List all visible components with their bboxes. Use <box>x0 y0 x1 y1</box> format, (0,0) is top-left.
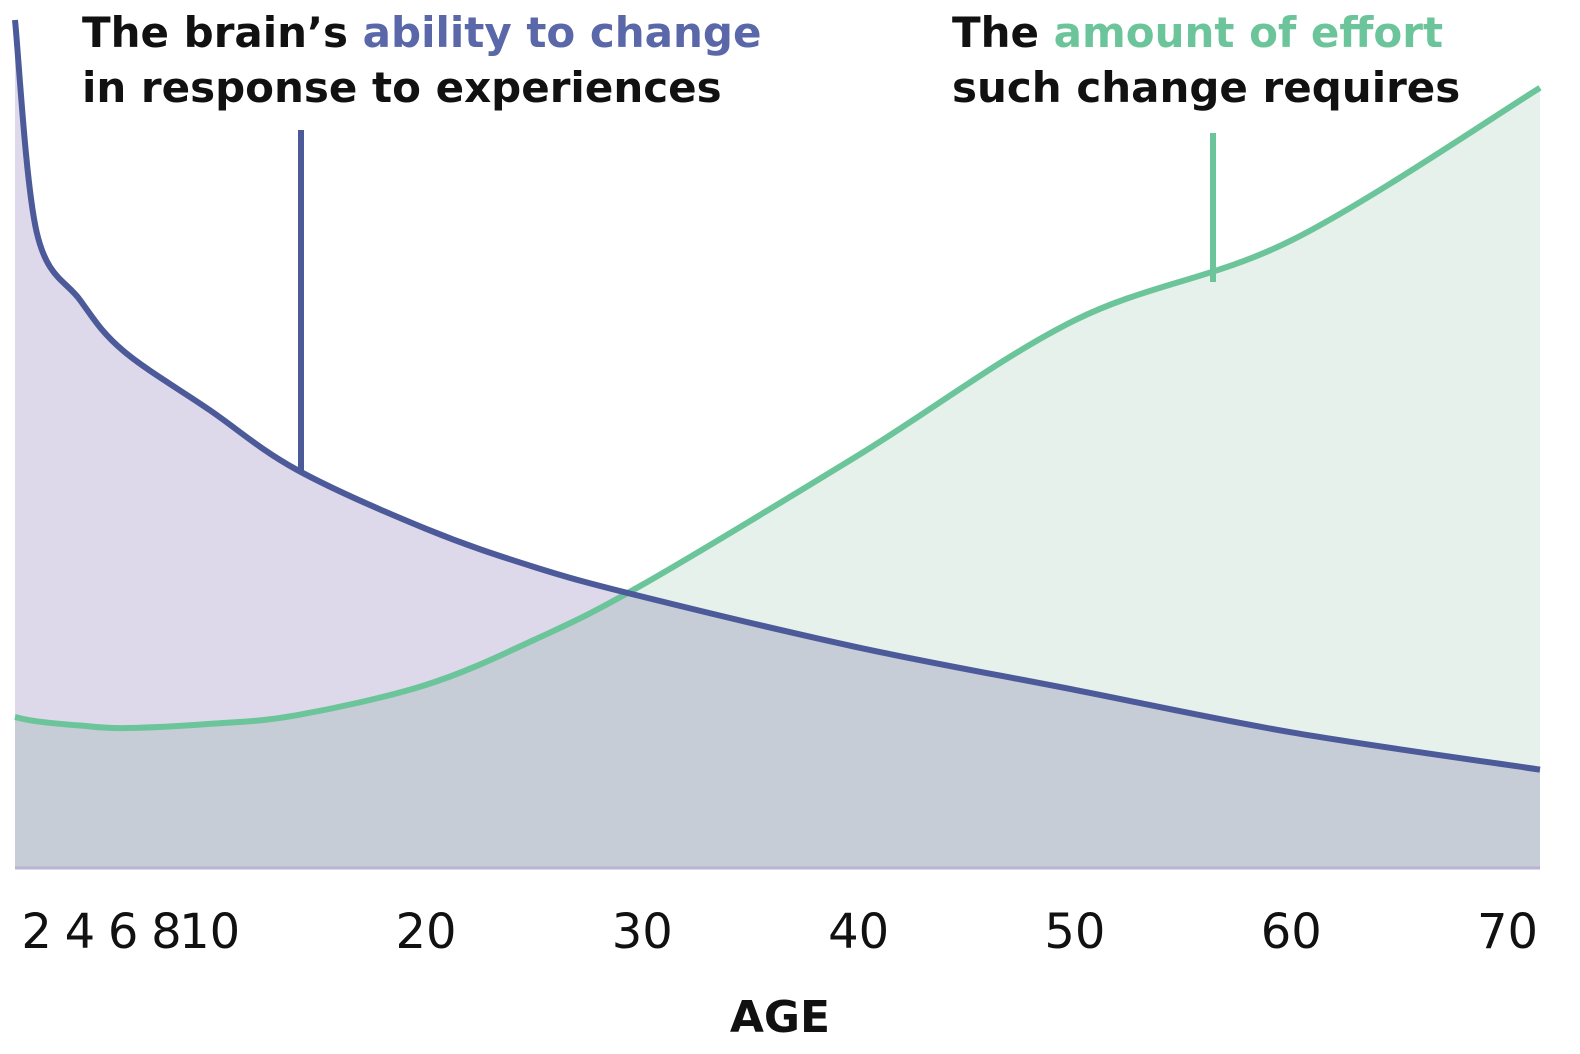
x-tick-label: 60 <box>1261 904 1322 960</box>
annotation-part: ability to change <box>363 8 762 57</box>
annotation: in response to experiences <box>82 63 722 112</box>
x-tick-label: 2 <box>21 904 52 960</box>
line <box>14 85 1542 732</box>
annotation: The brain’s ability to change <box>82 8 761 57</box>
x-tick-label: 8 <box>151 904 182 960</box>
x-tick-label: 20 <box>395 904 456 960</box>
x-axis-label: AGE <box>730 992 830 1043</box>
x-tick-label: 4 <box>65 904 96 960</box>
x-tick-label: 40 <box>828 904 889 960</box>
annotation: The amount of effort <box>952 8 1443 57</box>
annotation-part: amount of effort <box>1054 8 1443 57</box>
area-fill <box>15 20 1540 868</box>
area-fill <box>15 87 1540 869</box>
x-tick-label: 10 <box>179 904 240 960</box>
x-tick-label: 70 <box>1477 904 1538 960</box>
x-tick-label: 6 <box>108 904 139 960</box>
annotation-part: in response to experiences <box>82 63 722 112</box>
annotation-part: such change requires <box>952 63 1460 112</box>
annotation-part: The <box>952 8 1054 57</box>
x-tick-label: 30 <box>612 904 673 960</box>
line <box>12 19 1541 773</box>
x-tick-label: 50 <box>1044 904 1105 960</box>
annotation-part: The brain’s <box>82 8 363 57</box>
annotation: such change requires <box>952 63 1460 112</box>
areas <box>15 20 1540 869</box>
